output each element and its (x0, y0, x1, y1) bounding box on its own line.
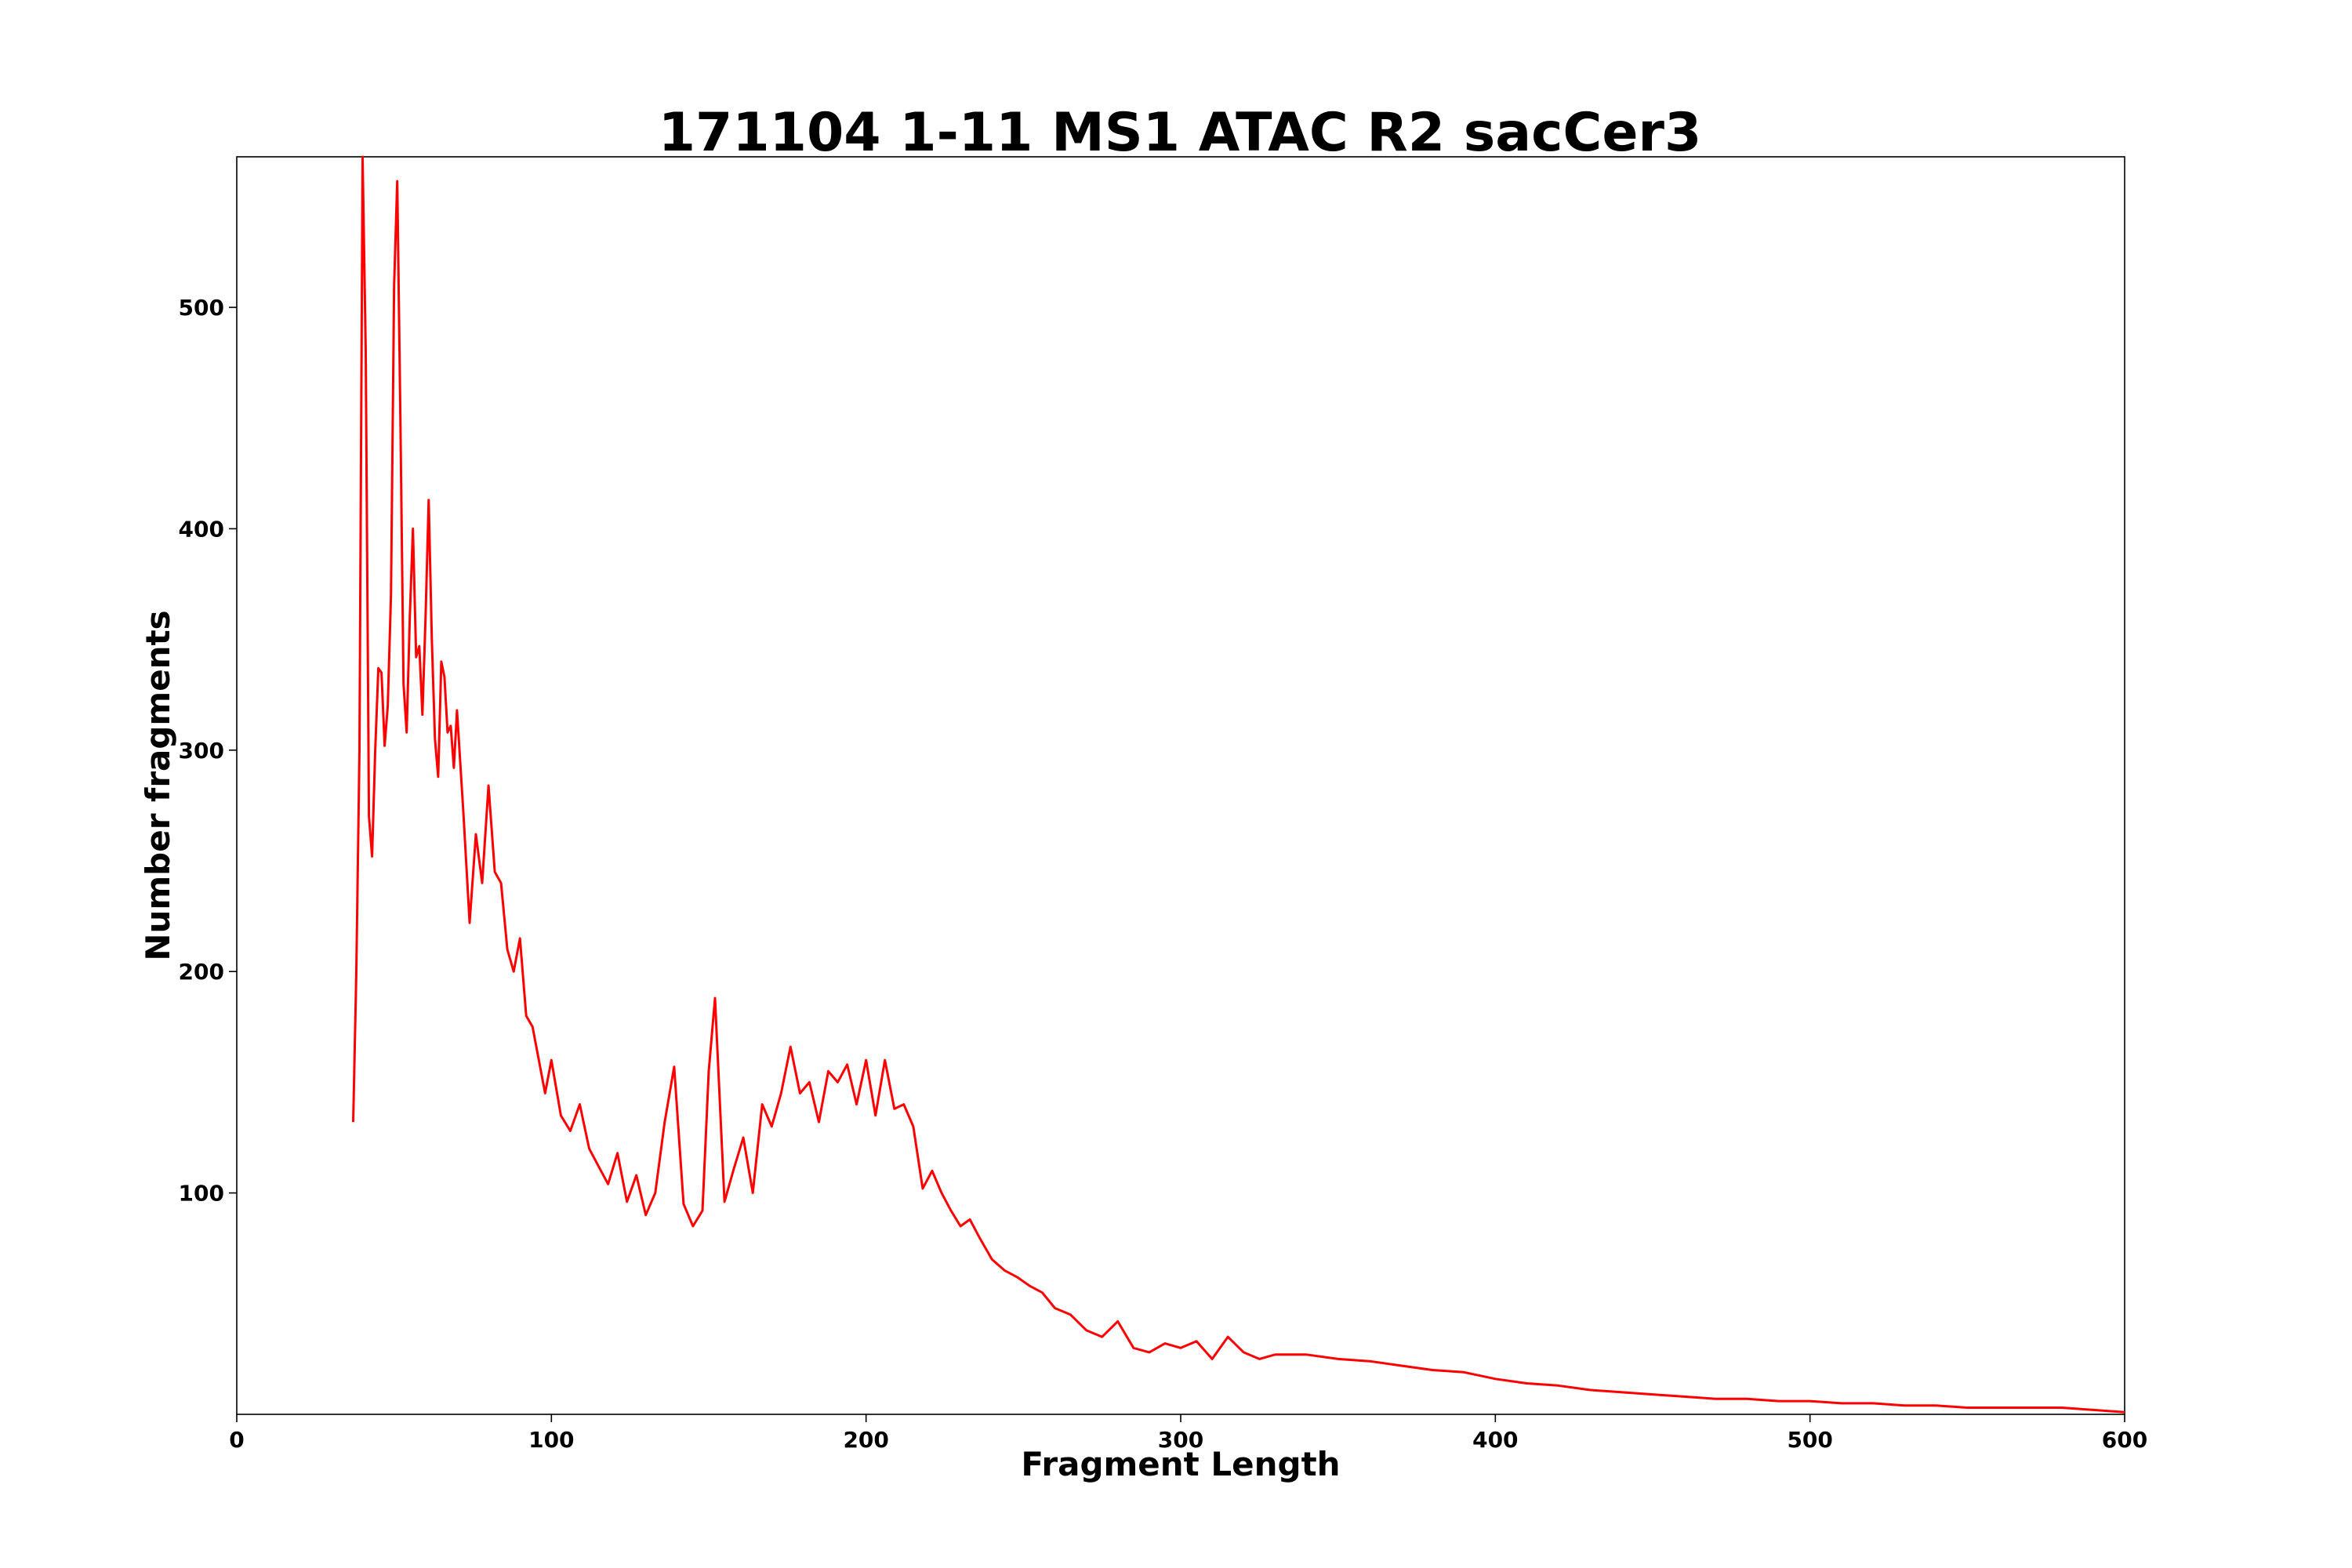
y-tick-label: 400 (179, 516, 224, 542)
x-tick-label: 500 (1787, 1427, 1832, 1453)
y-tick-label: 100 (179, 1181, 224, 1207)
y-tick-label: 500 (179, 295, 224, 321)
x-tick-label: 0 (229, 1427, 244, 1453)
y-tick-label: 300 (179, 738, 224, 764)
y-tick-label: 200 (179, 959, 224, 985)
x-axis-ticks: 0 100 200 300 400 500 600 (229, 1414, 2147, 1453)
x-tick-label: 600 (2102, 1427, 2147, 1453)
x-axis-label: Fragment Length (1021, 1445, 1340, 1483)
x-tick-label: 100 (528, 1427, 574, 1453)
series-line (352, 155, 2125, 1414)
plot-area-frame (236, 156, 2125, 1415)
chart-title: 171104 1-11 MS1 ATAC R2 sacCer3 (659, 102, 1702, 164)
y-axis-label: Number fragments (139, 610, 177, 960)
x-tick-label: 400 (1472, 1427, 1518, 1453)
y-axis-ticks: 100 200 300 400 500 (179, 295, 237, 1207)
x-tick-label: 300 (1158, 1427, 1203, 1453)
x-tick-label: 200 (843, 1427, 888, 1453)
